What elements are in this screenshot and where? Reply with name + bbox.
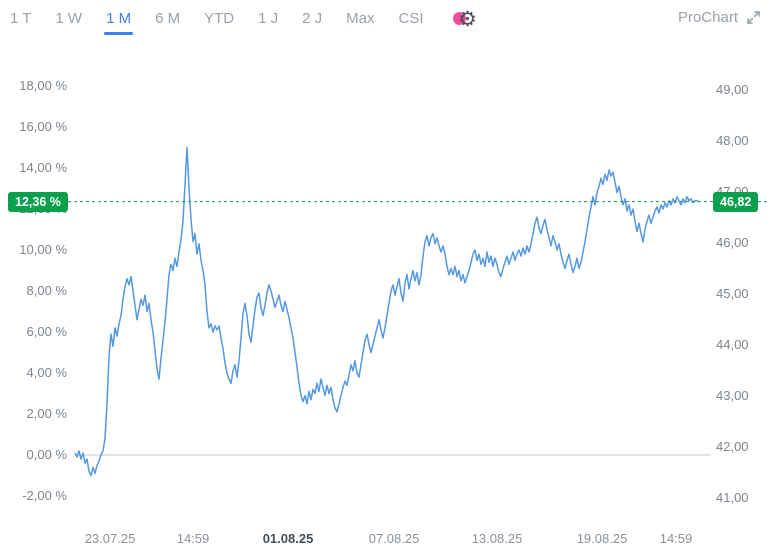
x-axis-label: 23.07.25 — [84, 531, 136, 546]
tab-ytd[interactable]: YTD — [204, 10, 235, 27]
y-left-tick: 16,00 % — [19, 119, 67, 134]
expand-icon — [747, 11, 760, 24]
y-left-tick: 8,00 % — [26, 283, 67, 298]
y-right-tick: 42,00 — [716, 439, 749, 455]
y-left-tick: 0,00 % — [26, 447, 67, 462]
settings-button[interactable]: ⚙ — [452, 6, 481, 32]
x-axis-label: 13.08.25 — [471, 531, 523, 546]
toolbar: 1 T 1 W 1 M 6 M YTD 1 J 2 J Max CSI ⚙ ProChart — [0, 0, 774, 46]
current-percent-badge: 12,36 % — [8, 191, 68, 212]
tab-1-w[interactable]: 1 W — [55, 10, 83, 27]
y-right-tick: 43,00 — [716, 388, 749, 404]
x-axis-label: 14:59 — [176, 531, 210, 546]
y-left-tick: 4,00 % — [26, 365, 67, 380]
x-axis-label: 14:59 — [659, 531, 693, 546]
tab-1-t[interactable]: 1 T — [10, 10, 32, 27]
tab-1-m[interactable]: 1 M — [104, 7, 134, 38]
x-axis-label: 07.08.25 — [368, 531, 420, 546]
x-axis-label: 01.08.25 — [262, 531, 314, 546]
tab-2-j[interactable]: 2 J — [302, 10, 323, 27]
y-left-tick: 10,00 % — [19, 242, 67, 257]
prochart-label: ProChart — [677, 9, 738, 26]
y-left-tick: 14,00 % — [19, 160, 67, 175]
y-right-tick: 45,00 — [716, 286, 749, 302]
price-line — [74, 146, 700, 477]
y-right-tick: 46,00 — [716, 235, 749, 251]
y-left-tick: -2,00 % — [22, 488, 67, 503]
tab-list: 1 T 1 W 1 M 6 M YTD 1 J 2 J Max CSI — [9, 7, 425, 38]
notification-dot — [452, 12, 466, 25]
y-left-tick: 2,00 % — [26, 406, 67, 421]
x-axis-label: 19.08.25 — [576, 531, 628, 546]
tab-1-j[interactable]: 1 J — [258, 10, 279, 27]
y-left-tick: 6,00 % — [26, 324, 67, 339]
y-right-tick: 49,00 — [716, 82, 749, 98]
prochart-link[interactable]: ProChart — [678, 7, 762, 26]
tab-csi[interactable]: CSI — [398, 10, 424, 27]
y-right-tick: 44,00 — [716, 337, 749, 353]
y-right-tick: 48,00 — [716, 133, 749, 149]
current-price-badge: 46,82 — [713, 191, 759, 212]
tab-max[interactable]: Max — [346, 10, 375, 27]
tab-6-m[interactable]: 6 M — [155, 10, 181, 27]
y-right-tick: 41,00 — [716, 490, 749, 506]
y-left-tick: 18,00 % — [19, 78, 67, 93]
gear-icon: ⚙ — [458, 7, 477, 31]
